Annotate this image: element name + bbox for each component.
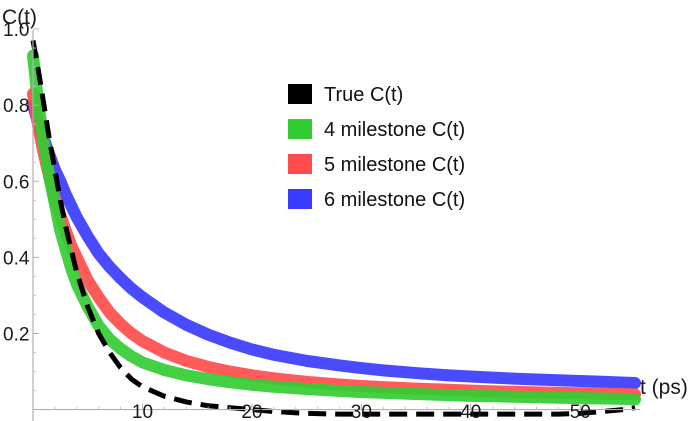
series-line-4 [27, 99, 641, 389]
legend-swatch [288, 189, 312, 209]
y-tick-label: 0.4 [3, 248, 30, 269]
x-tick-label: 50 [570, 402, 591, 421]
series-line-1 [30, 39, 636, 417]
series-line-2 [27, 49, 641, 406]
x-tick-label: 10 [132, 402, 153, 421]
axes: 10 20 30 40 50 0.2 0.4 0.6 0.8 1.0 t (ps) C(t) [2, 6, 688, 421]
legend-swatch [288, 84, 312, 104]
y-axis-label: C(t) [2, 6, 37, 29]
y-tick-label: 0.2 [3, 324, 29, 345]
x-tick-label: 30 [351, 402, 372, 421]
legend-label: True C(t) [324, 84, 403, 106]
x-tick-label: 20 [241, 402, 262, 421]
plot-lines [27, 39, 641, 417]
y-tick-label: 0.8 [3, 96, 29, 117]
legend: True C(t) 4 milestone C(t) 5 milestone C(t… [288, 84, 465, 211]
legend-swatch [288, 119, 312, 139]
y-ticks: 0.2 0.4 0.6 0.8 1.0 [3, 20, 39, 392]
x-tick-label: 40 [460, 402, 481, 421]
legend-label: 4 milestone C(t) [324, 119, 465, 141]
legend-swatch [288, 154, 312, 174]
x-ticks: 10 20 30 40 50 [54, 402, 625, 421]
x-axis-label: t (ps) [640, 376, 688, 399]
legend-label: 6 milestone C(t) [324, 189, 465, 211]
y-tick-label: 1.0 [3, 20, 29, 41]
y-tick-label: 0.6 [3, 172, 29, 193]
legend-label: 5 milestone C(t) [324, 154, 465, 176]
